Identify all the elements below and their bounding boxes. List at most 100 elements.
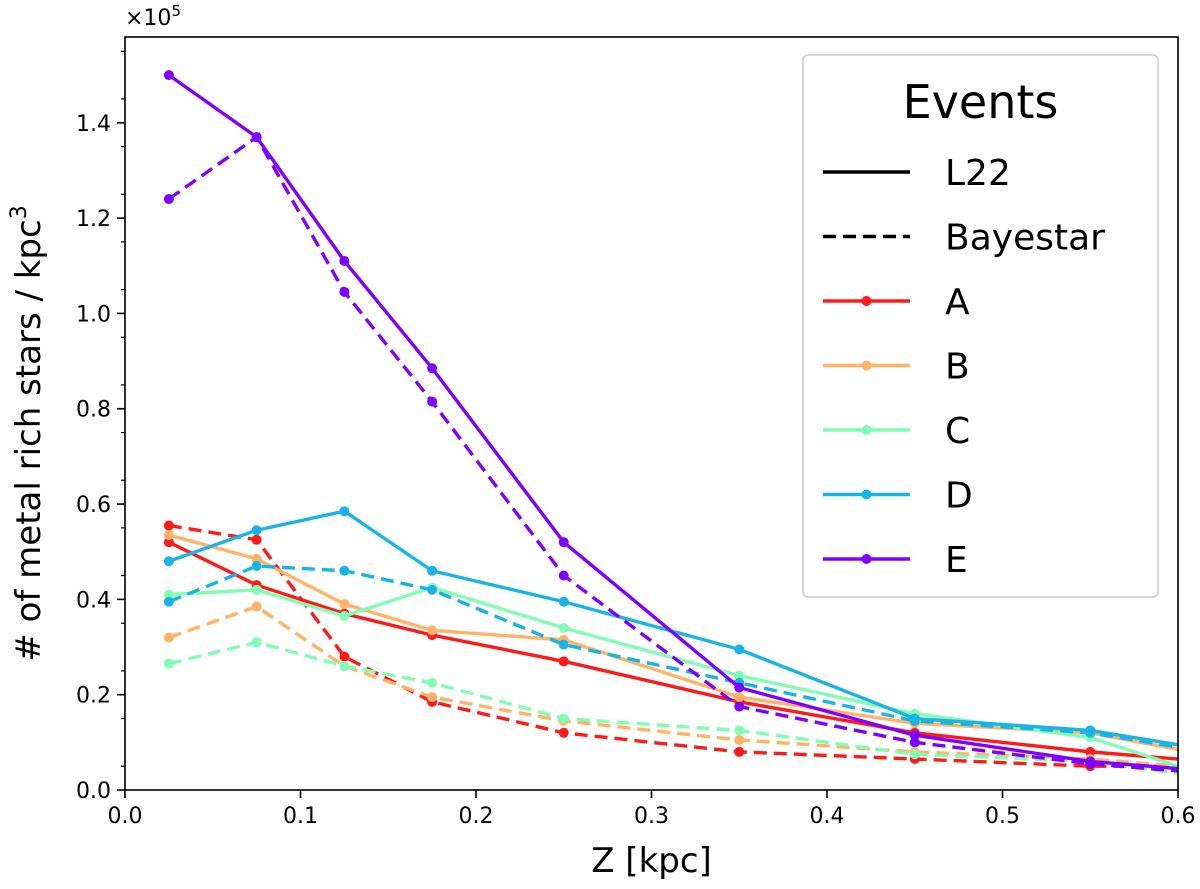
data-point [427, 692, 438, 703]
legend-marker [861, 425, 872, 435]
data-point [339, 286, 350, 297]
legend-entry-bayestar: Bayestar [823, 218, 1105, 259]
legend-label: D [945, 476, 973, 517]
data-point [427, 677, 438, 688]
data-point [734, 692, 745, 703]
legend-marker [861, 554, 872, 564]
data-point [251, 132, 262, 143]
data-point [163, 194, 174, 205]
series-line [168, 640, 1178, 776]
data-point [427, 396, 438, 407]
x-tick-label: 0.4 [810, 804, 845, 829]
y-tick-label: 1.2 [76, 207, 111, 232]
legend-label: Bayestar [945, 218, 1105, 259]
legend-box [802, 54, 1159, 598]
data-point [163, 596, 174, 607]
x-tick-label: 0.6 [1161, 804, 1196, 829]
data-point [1085, 727, 1096, 738]
data-point [1085, 746, 1096, 757]
series-group [163, 70, 1178, 776]
y-scale-offset: ×105 [125, 2, 181, 31]
data-point [251, 561, 262, 572]
legend-entry-c: C [823, 411, 970, 452]
data-point [251, 534, 262, 545]
y-scale-exponent: 5 [171, 2, 181, 20]
data-point [427, 363, 438, 374]
y-tick-label: 1.4 [76, 112, 111, 137]
y-scale-mantissa: ×10 [125, 6, 171, 31]
legend-label: A [945, 282, 970, 323]
x-tick-label: 0.0 [108, 804, 143, 829]
data-point [251, 525, 262, 536]
x-tick-label: 0.2 [459, 804, 494, 829]
data-point [339, 506, 350, 517]
data-point [734, 746, 745, 757]
y-tick-label: 0.0 [76, 779, 111, 804]
data-point [163, 530, 174, 541]
data-point [558, 596, 569, 607]
series-B-bayestar [163, 601, 1178, 768]
data-point [558, 656, 569, 667]
data-point [163, 632, 174, 643]
data-point [339, 611, 350, 622]
legend-entry-l22: L22 [823, 153, 1011, 194]
legend-entry-e: E [823, 540, 968, 581]
data-point [163, 70, 174, 81]
data-point [339, 651, 350, 662]
legend-title: Events [903, 75, 1059, 129]
data-point [734, 644, 745, 655]
data-point [163, 520, 174, 531]
data-point [558, 713, 569, 724]
legend-entry-a: A [823, 282, 970, 323]
legend-marker [861, 360, 872, 371]
legend-marker [861, 296, 872, 306]
data-point [163, 556, 174, 567]
x-tick-label: 0.5 [985, 804, 1020, 829]
data-point [1085, 758, 1096, 769]
data-point [558, 639, 569, 650]
y-axis-label-superscript: 3 [7, 205, 32, 219]
legend-marker [861, 489, 872, 500]
y-axis-label: # of metal rich stars / kpc3 [7, 205, 49, 661]
data-point [734, 725, 745, 736]
y-axis-label-text: # of metal rich stars / kpc [9, 219, 49, 661]
data-point [734, 701, 745, 712]
data-point [734, 682, 745, 693]
x-axis-ticks: 0.0 0.1 0.2 0.3 0.4 0.5 0.6 [108, 790, 1196, 829]
series-D-l22 [163, 506, 1178, 747]
legend-label: C [945, 411, 970, 452]
data-point [909, 749, 920, 760]
legend-label: L22 [945, 153, 1011, 194]
y-axis-ticks: 0.0 0.2 0.4 0.6 0.8 1.0 1.2 1.4 [76, 50, 125, 804]
data-point [163, 589, 174, 600]
data-point [339, 661, 350, 672]
legend-entry-b: B [823, 347, 970, 388]
legend-label: B [945, 347, 970, 388]
x-tick-label: 0.3 [634, 804, 669, 829]
data-point [558, 622, 569, 633]
series-E-bayestar [163, 132, 1178, 773]
data-point [251, 553, 262, 564]
y-tick-label: 0.2 [76, 684, 111, 709]
legend-label: E [945, 540, 968, 581]
y-tick-label: 1.0 [76, 302, 111, 327]
data-point [339, 565, 350, 576]
series-line [168, 564, 1178, 749]
y-tick-label: 0.6 [76, 493, 111, 518]
data-point [339, 255, 350, 266]
legend-entry-d: D [823, 476, 973, 517]
data-point [251, 584, 262, 595]
x-tick-label: 0.1 [283, 804, 318, 829]
data-point [558, 537, 569, 548]
data-point [909, 737, 920, 748]
data-point [427, 625, 438, 636]
data-point [558, 727, 569, 738]
data-point [339, 599, 350, 610]
data-point [558, 570, 569, 581]
y-tick-label: 0.4 [76, 588, 111, 613]
data-point [163, 537, 174, 548]
data-point [427, 565, 438, 576]
data-point [734, 670, 745, 681]
